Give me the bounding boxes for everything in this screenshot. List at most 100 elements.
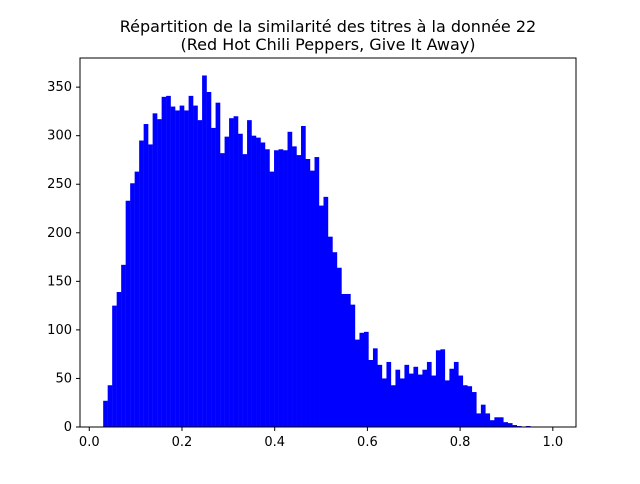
- histogram-bar: [386, 361, 392, 427]
- histogram-bar: [431, 375, 437, 427]
- histogram-bar: [152, 113, 158, 427]
- x-tick-label: 0.0: [79, 435, 100, 450]
- histogram-bar: [125, 200, 131, 427]
- histogram-bar: [287, 131, 293, 428]
- histogram-bar: [458, 375, 464, 427]
- histogram-bar: [453, 361, 459, 427]
- histogram-bar: [175, 110, 180, 428]
- y-tick-label: 150: [47, 274, 72, 289]
- histogram-bar: [170, 106, 176, 427]
- histogram-bar: [314, 157, 320, 427]
- histogram-bar: [323, 196, 329, 427]
- histogram-bar: [256, 137, 261, 427]
- histogram-bar: [480, 404, 486, 427]
- histogram-bar: [467, 386, 473, 427]
- histogram-bar: [444, 380, 450, 427]
- histogram-bar: [202, 75, 207, 428]
- x-tick-label: 1.0: [542, 435, 563, 450]
- histogram-bar: [233, 116, 239, 428]
- x-tick-label: 0.6: [357, 435, 378, 450]
- histogram-bar: [354, 339, 360, 427]
- plot-frame: [79, 57, 577, 428]
- histogram-bar: [503, 422, 509, 427]
- histogram-bar: [422, 369, 428, 427]
- histogram-bar: [381, 378, 387, 427]
- histogram-bar: [310, 170, 315, 428]
- histogram-bar: [139, 140, 144, 427]
- histogram-bar: [112, 305, 117, 427]
- histogram-bar: [301, 125, 306, 427]
- histogram-bar: [229, 118, 234, 427]
- histogram-bar: [121, 264, 126, 427]
- histogram-bar: [134, 171, 140, 427]
- histogram-bar: [485, 413, 491, 427]
- histogram-bar: [197, 120, 203, 427]
- histogram-bar: [368, 359, 374, 427]
- histogram-bar: [215, 102, 221, 427]
- histogram-bar: [265, 149, 270, 428]
- chart-subtitle: (Red Hot Chili Peppers, Give It Away): [180, 35, 475, 54]
- histogram-bar: [404, 364, 410, 427]
- histogram-bar: [238, 133, 243, 427]
- y-tick-label: 350: [47, 80, 72, 95]
- histogram-bar: [332, 252, 338, 427]
- histogram-bar: [184, 110, 189, 428]
- histogram-bar: [319, 205, 324, 427]
- chart-title: Répartition de la similarité des titres …: [120, 17, 536, 36]
- histogram-bar: [377, 364, 383, 427]
- histogram-bar: [220, 153, 225, 428]
- histogram-bar: [449, 368, 455, 427]
- histogram-bar: [283, 150, 288, 427]
- y-tick-label: 250: [47, 177, 72, 192]
- bars-layer: [103, 75, 531, 428]
- histogram-bar: [224, 136, 230, 427]
- histogram-bar: [372, 348, 378, 427]
- histogram-bar: [417, 374, 423, 427]
- histogram-bar: [206, 91, 212, 427]
- histogram-bar: [390, 385, 396, 427]
- x-tick-label: 0.2: [172, 435, 193, 450]
- histogram-bar: [395, 369, 401, 427]
- histogram-bar: [188, 95, 194, 427]
- histogram-bar: [143, 124, 149, 427]
- histogram-bar: [157, 119, 162, 427]
- axes-layer: 0.0 0.2 0.4 0.6 0.8 1.0 0 50 100 150 200 250 300 350: [47, 57, 577, 450]
- histogram-bar: [130, 183, 135, 427]
- y-tick-label: 300: [47, 129, 72, 144]
- histogram-bar: [336, 267, 342, 427]
- histogram-bar: [359, 332, 365, 427]
- histogram-bar: [489, 420, 495, 427]
- histogram-bar: [278, 149, 284, 428]
- y-tick-label: 0: [64, 420, 72, 435]
- histogram-bar: [260, 142, 266, 428]
- histogram-bar: [269, 171, 275, 427]
- histogram-bar: [116, 292, 122, 427]
- histogram-bar: [471, 392, 477, 427]
- histogram-bar: [103, 400, 108, 427]
- histogram-bar: [274, 150, 279, 427]
- histogram-bar: [363, 331, 369, 427]
- histogram-bar: [251, 135, 257, 427]
- histogram-bar: [494, 417, 500, 427]
- histogram-bar: [345, 293, 351, 427]
- x-tick-label: 0.4: [264, 435, 285, 450]
- histogram-bar: [166, 95, 171, 427]
- histogram-bar: [292, 146, 297, 427]
- histogram-bar: [399, 378, 405, 427]
- histogram-bar: [305, 158, 311, 427]
- histogram-bar: [408, 373, 414, 427]
- y-tick-label: 50: [55, 371, 72, 386]
- histogram-bar: [193, 105, 198, 428]
- y-tick-label: 200: [47, 226, 72, 241]
- histogram-bar: [507, 423, 513, 427]
- histogram-bar: [413, 366, 419, 427]
- histogram-bar: [242, 154, 248, 427]
- histogram-bar: [435, 350, 441, 427]
- y-tick-label: 100: [47, 323, 72, 338]
- histogram-bar: [440, 349, 446, 427]
- histogram-bar: [341, 293, 347, 427]
- x-tick-label: 0.8: [450, 435, 471, 450]
- histogram-bar: [328, 236, 333, 427]
